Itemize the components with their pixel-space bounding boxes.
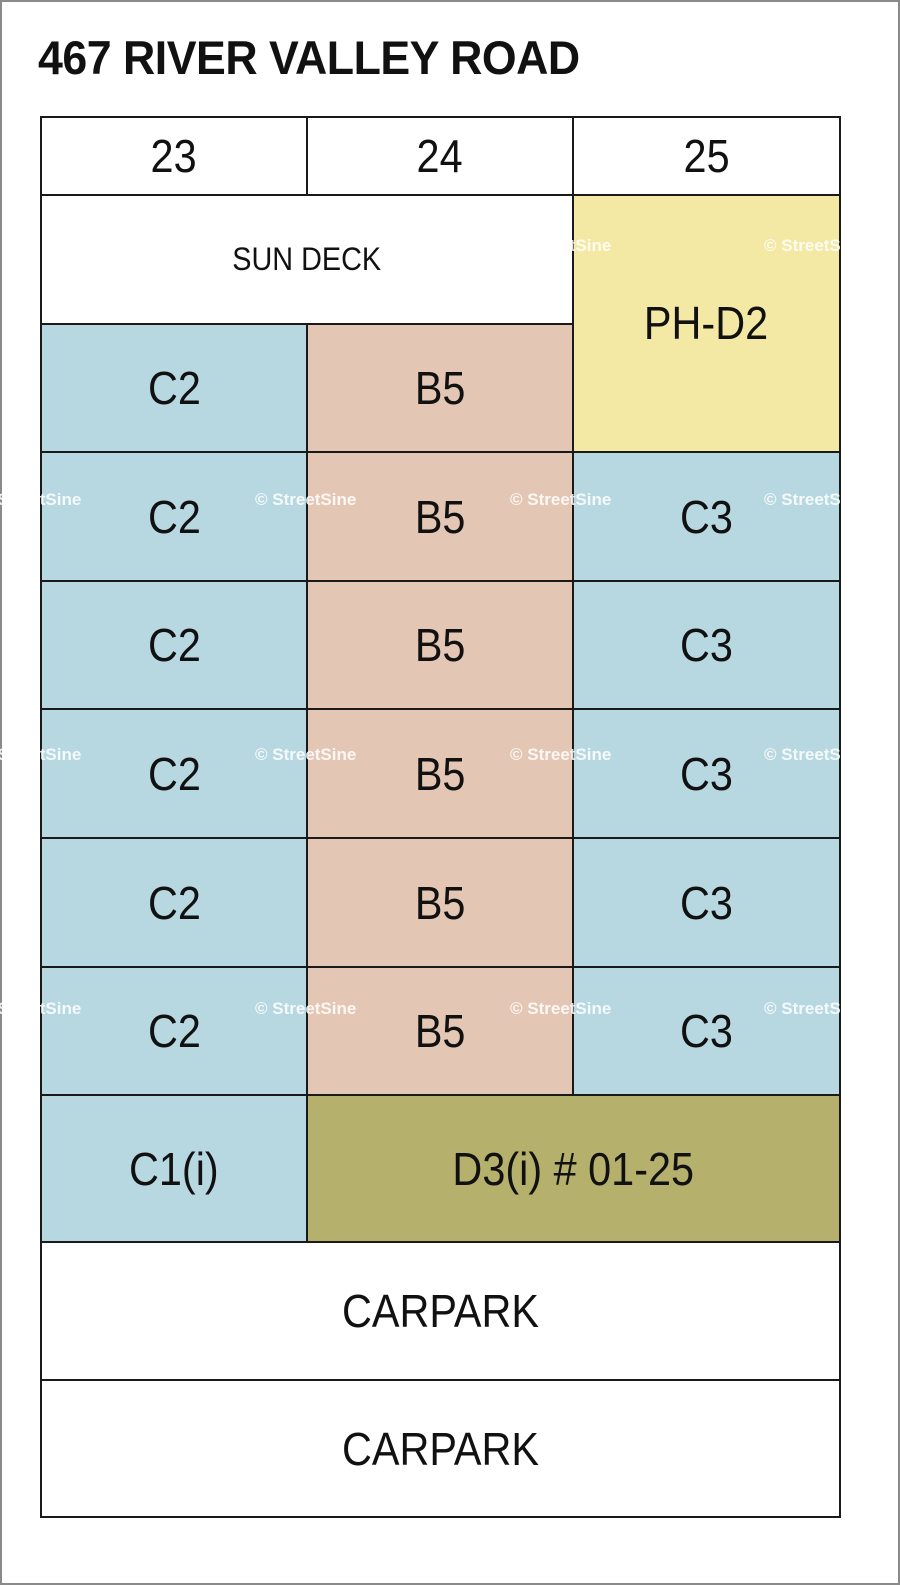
unit-cell: C2 <box>40 708 308 839</box>
unit-cell: C2 <box>40 323 308 453</box>
carpark-1-label: CARPARK <box>341 1285 540 1337</box>
unit-cell-label: C2 <box>147 747 201 800</box>
unit-cell: B5 <box>306 708 574 839</box>
unit-cell-label: B5 <box>414 1005 466 1057</box>
unit-d3i: D3(i) # 01-25 <box>306 1094 841 1243</box>
unit-cell-label: C3 <box>680 490 733 543</box>
unit-cell: C2 <box>40 966 308 1096</box>
unit-c1i-label: C1(i) <box>129 1142 219 1195</box>
unit-cell: C3 <box>572 837 841 968</box>
column-header-23: 23 <box>40 116 308 196</box>
carpark-2-label: CARPARK <box>341 1422 540 1475</box>
unit-cell-label: C2 <box>147 876 201 929</box>
unit-cell: C2 <box>40 580 308 710</box>
unit-cell-label: C2 <box>147 1005 201 1057</box>
unit-cell-label: C2 <box>147 619 201 671</box>
column-header-24-label: 24 <box>416 130 464 182</box>
unit-cell: B5 <box>306 323 574 453</box>
unit-c1i: C1(i) <box>40 1094 308 1243</box>
unit-cell: B5 <box>306 451 574 582</box>
unit-cell: C3 <box>572 966 841 1096</box>
unit-cell: B5 <box>306 837 574 968</box>
unit-ph-d2: PH-D2 <box>572 194 841 453</box>
unit-cell: C3 <box>572 580 841 710</box>
page-title: 467 RIVER VALLEY ROAD <box>38 31 580 84</box>
unit-cell-label: B5 <box>414 619 466 671</box>
carpark-2: CARPARK <box>40 1379 841 1518</box>
unit-cell-label: B5 <box>414 362 466 414</box>
sun-deck: SUN DECK <box>40 194 574 325</box>
unit-cell: C3 <box>572 708 841 839</box>
unit-cell-label: C3 <box>680 876 733 929</box>
column-header-25-label: 25 <box>683 130 730 182</box>
unit-cell: B5 <box>306 580 574 710</box>
unit-cell: C2 <box>40 837 308 968</box>
unit-d3i-label: D3(i) # 01-25 <box>452 1142 695 1195</box>
unit-cell: B5 <box>306 966 574 1096</box>
unit-cell-label: B5 <box>414 490 466 543</box>
carpark-1: CARPARK <box>40 1241 841 1381</box>
unit-cell-label: C3 <box>680 619 733 671</box>
sun-deck-label: SUN DECK <box>232 241 382 277</box>
unit-cell: C2 <box>40 451 308 582</box>
unit-cell-label: B5 <box>414 876 466 929</box>
unit-ph-d2-label: PH-D2 <box>644 297 769 349</box>
unit-cell-label: C2 <box>147 362 201 414</box>
unit-cell-label: C3 <box>680 747 733 800</box>
column-header-25: 25 <box>572 116 841 196</box>
column-header-23-label: 23 <box>150 130 198 182</box>
unit-cell-label: B5 <box>414 747 466 800</box>
unit-cell-label: C3 <box>680 1005 733 1057</box>
unit-cell-label: C2 <box>147 490 201 543</box>
unit-cell: C3 <box>572 451 841 582</box>
column-header-24: 24 <box>306 116 574 196</box>
